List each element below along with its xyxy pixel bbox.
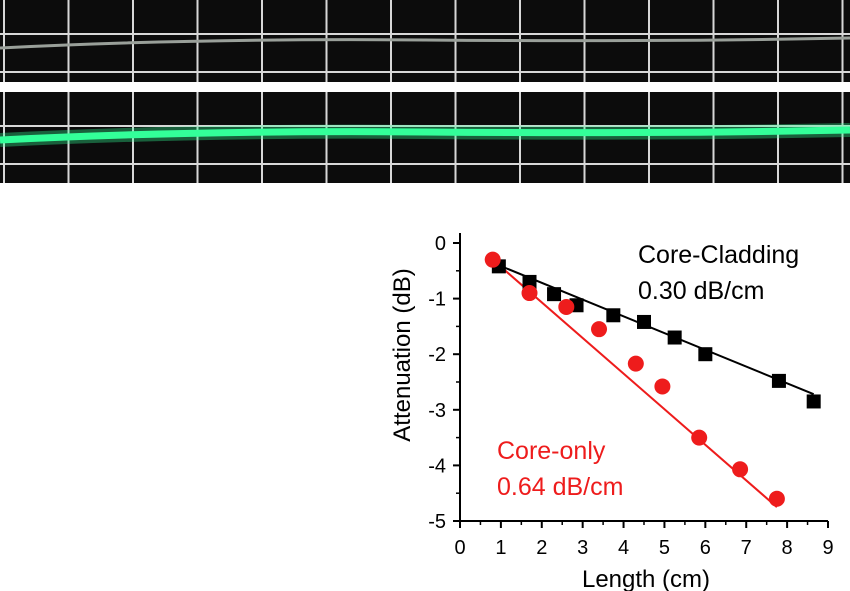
lit-fiber-photo	[0, 92, 850, 183]
core-only-fit-line	[492, 258, 778, 508]
x-tick-label: 8	[782, 537, 793, 559]
x-tick-label: 2	[536, 537, 547, 559]
core-only-point	[691, 429, 708, 446]
x-tick-label: 6	[700, 537, 711, 559]
lit-fiber-photo-image	[0, 92, 850, 183]
core-cladding-point	[698, 347, 713, 362]
core-only-point	[732, 461, 749, 478]
y-axis-label: Attenuation (dB)	[389, 268, 416, 441]
y-tick-label: 0	[435, 233, 446, 255]
x-tick-label: 0	[454, 537, 465, 559]
core-cladding-point	[522, 274, 537, 289]
core-only-point	[484, 251, 501, 268]
core-only-point	[768, 490, 785, 507]
core-cladding-label: Core-Cladding	[638, 241, 799, 269]
x-tick-label: 4	[618, 537, 629, 559]
data-points	[484, 251, 821, 507]
core-only-point	[654, 378, 671, 395]
core-cladding-point	[606, 308, 621, 323]
core-cladding-point	[806, 394, 821, 409]
core-only-point	[558, 298, 575, 315]
core-cladding-point	[547, 287, 562, 302]
core-cladding-point	[637, 314, 651, 329]
y-tick-label: -2	[428, 344, 446, 366]
core-only-label: Core-only	[497, 437, 606, 465]
core-cladding-slope-label: 0.30 dB/cm	[638, 277, 764, 305]
core-only-point	[591, 321, 608, 338]
x-tick-label: 7	[741, 537, 752, 559]
chart-annotations: Core-Cladding 0.30 dB/cm Core-only 0.64 …	[497, 241, 799, 501]
y-tick-label: -5	[428, 511, 446, 533]
unlit-fiber-photo-image	[0, 0, 850, 82]
core-cladding-point	[771, 373, 786, 388]
clear-fiber	[0, 36, 850, 50]
x-tick-label: 9	[822, 537, 833, 559]
y-tick-label: -1	[428, 289, 446, 311]
core-only-point	[627, 355, 644, 372]
fit-lines	[492, 258, 815, 508]
unlit-fiber-photo	[0, 0, 850, 82]
core-cladding-fit-line	[498, 264, 815, 396]
y-tick-label: -4	[428, 455, 446, 477]
green-fiber	[0, 126, 850, 144]
x-tick-label: 5	[659, 537, 670, 559]
x-axis-label: Length (cm)	[582, 566, 710, 591]
core-only-slope-label: 0.64 dB/cm	[497, 473, 623, 501]
core-only-point	[521, 285, 538, 302]
x-tick-label: 1	[495, 537, 506, 559]
core-cladding-point	[667, 330, 682, 345]
chart-axes: 0 1 2 3 4 5 6 7 8 9 0 -1 -2 -3 -4 -5	[428, 233, 834, 559]
x-tick-label: 3	[577, 537, 588, 559]
y-tick-label: -3	[428, 400, 446, 422]
